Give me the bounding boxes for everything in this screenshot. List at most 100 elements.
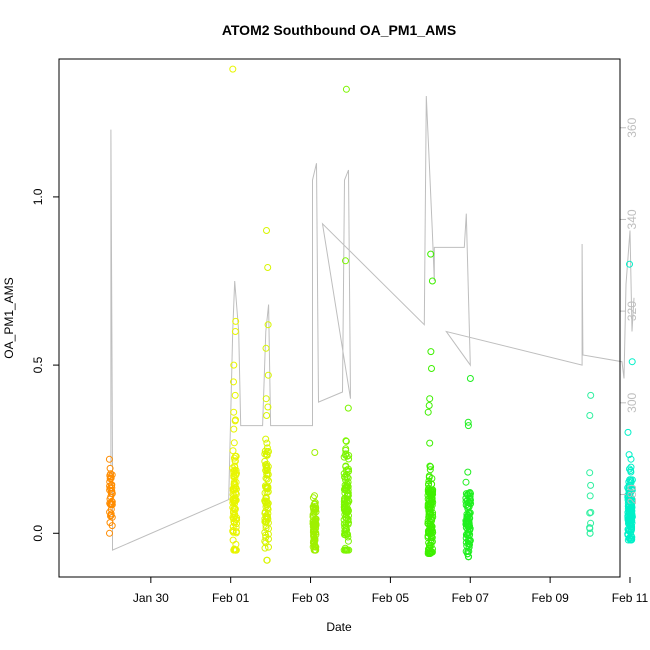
data-point	[426, 466, 434, 474]
chart-title: ATOM2 Southbound OA_PM1_AMS	[222, 22, 456, 38]
data-point	[263, 460, 271, 468]
data-point	[341, 473, 349, 481]
data-point	[311, 521, 319, 529]
data-point	[428, 491, 436, 499]
x-tick-label-6: Feb 11	[612, 591, 649, 605]
data-point-outlier	[264, 371, 272, 379]
data-point	[463, 513, 471, 521]
data-point	[230, 472, 238, 480]
data-point	[343, 526, 351, 534]
data-point	[427, 501, 435, 509]
data-point-outlier	[342, 257, 349, 265]
data-point	[628, 486, 636, 494]
data-point-outlier	[586, 412, 594, 419]
data-point-outlier	[230, 408, 238, 416]
data-point	[263, 465, 271, 472]
data-point	[106, 519, 114, 527]
data-point	[428, 494, 436, 502]
data-point	[427, 549, 435, 557]
data-point	[264, 403, 272, 411]
data-point	[627, 455, 635, 463]
data-point	[261, 544, 269, 552]
data-point-outlier	[628, 358, 636, 366]
data-point	[340, 486, 348, 493]
series-flight-jan29	[105, 455, 116, 537]
data-point	[425, 541, 433, 549]
data-point	[425, 508, 433, 516]
data-point	[107, 493, 115, 501]
data-point-outlier	[424, 408, 432, 416]
data-point	[466, 496, 474, 504]
data-point-outlier	[263, 227, 270, 234]
data-point	[264, 504, 272, 512]
data-point	[262, 539, 270, 547]
data-point	[107, 501, 115, 509]
data-point-outlier	[229, 65, 237, 73]
y-axis-label: OA_PM1_AMS	[2, 277, 16, 358]
data-point	[230, 425, 238, 433]
data-point	[265, 448, 272, 455]
data-point-outlier	[230, 361, 238, 369]
data-point	[342, 450, 350, 458]
data-point	[425, 480, 433, 488]
series-flight-feb11	[624, 260, 636, 544]
data-point	[626, 482, 634, 490]
x-tick-label-0: Jan 30	[133, 591, 169, 605]
data-point	[426, 528, 434, 536]
data-point	[466, 499, 474, 507]
y2-tick-label-3: 340	[625, 209, 639, 229]
data-point	[107, 470, 115, 478]
data-point-outlier	[264, 264, 272, 271]
y-tick-label-1: 0.5	[31, 356, 45, 373]
data-point	[587, 508, 595, 516]
data-point	[427, 463, 435, 471]
data-point-outlier	[230, 378, 237, 386]
data-point	[105, 455, 113, 463]
data-point	[263, 451, 271, 459]
data-point-outlier	[232, 317, 240, 325]
data-point	[465, 540, 473, 548]
data-point	[345, 512, 352, 520]
data-point	[343, 492, 351, 500]
data-point	[628, 495, 636, 503]
series-flight-feb05a	[424, 250, 437, 557]
data-point	[343, 508, 351, 516]
data-point	[464, 468, 472, 476]
data-point	[263, 483, 271, 491]
data-point	[262, 533, 270, 541]
data-point	[428, 475, 436, 482]
x-tick-label-4: Feb 07	[452, 591, 490, 605]
data-point	[230, 509, 237, 517]
data-point-outlier	[464, 418, 472, 426]
data-point	[625, 517, 633, 525]
y2-tick-label-2: 320	[625, 301, 639, 321]
data-point	[231, 417, 239, 425]
data-point	[587, 481, 595, 489]
data-point	[262, 461, 270, 469]
data-point-outlier	[427, 250, 435, 258]
data-point	[341, 500, 349, 508]
series-flight-feb01b	[261, 227, 272, 564]
data-point-outlier	[428, 365, 435, 372]
x-tick-label-5: Feb 09	[531, 591, 569, 605]
data-point	[311, 502, 319, 510]
data-point	[263, 556, 271, 564]
data-point-outlier	[263, 412, 271, 419]
data-point-outlier	[466, 375, 474, 382]
y-tick-label-2: 1.0	[31, 188, 45, 205]
data-point	[340, 453, 348, 461]
series-flight-feb01a	[229, 65, 241, 554]
data-point-outlier	[587, 391, 595, 399]
data-point	[342, 437, 350, 445]
data-point	[230, 454, 238, 462]
data-point	[627, 532, 635, 540]
data-point	[627, 508, 635, 516]
data-point	[467, 490, 474, 497]
series-flight-feb10	[586, 391, 595, 537]
data-point	[230, 485, 238, 493]
data-point	[229, 528, 237, 536]
data-point-outlier	[342, 85, 350, 93]
data-point	[108, 482, 115, 490]
data-point	[232, 471, 239, 479]
